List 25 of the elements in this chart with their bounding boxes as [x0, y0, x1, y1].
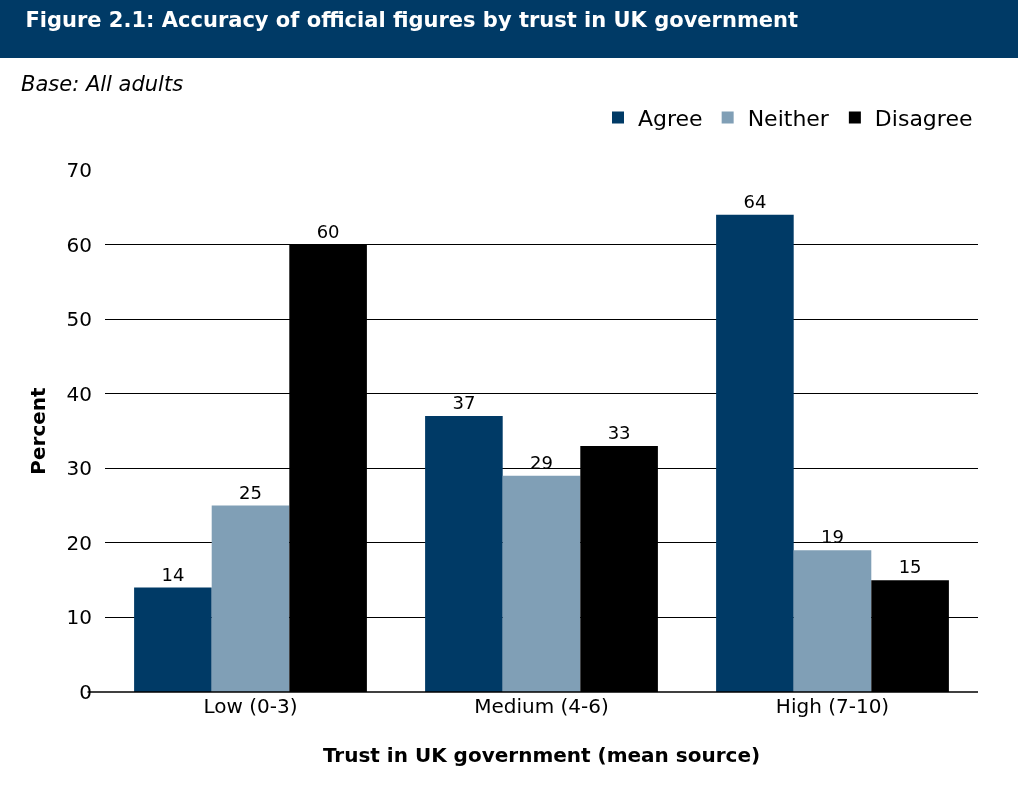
legend-label: Neither [747, 106, 830, 132]
y-tick-label: 40 [66, 381, 92, 406]
x-tick-label: Medium (4-6) [474, 694, 609, 718]
x-axis-title: Trust in UK government (mean source) [322, 742, 761, 767]
y-tick-label: 70 [66, 158, 92, 182]
chart-subtitle: Base: All adults [21, 72, 184, 96]
data-label: 33 [607, 421, 631, 443]
y-tick-label: 20 [66, 530, 92, 555]
y-tick-label: 50 [66, 307, 92, 332]
data-label: 37 [452, 392, 476, 414]
y-tick-label: 10 [66, 605, 92, 630]
y-axis-title: Percent [26, 386, 51, 475]
data-label: 64 [743, 190, 767, 212]
y-tick-label: 0 [79, 680, 92, 704]
data-label: 25 [239, 481, 262, 503]
y-tick-label: 30 [66, 456, 92, 481]
y-tick-label: 60 [66, 232, 92, 257]
data-label: 15 [898, 556, 922, 578]
chart-title: Figure 2.1: Accuracy of official figures by trust in UK government [25, 7, 799, 32]
data-label: 60 [316, 220, 340, 242]
x-tick-label: Low (0-3) [203, 694, 298, 718]
data-label: 14 [161, 563, 185, 585]
legend-label: Agree [638, 106, 703, 132]
legend-label: Disagree [874, 106, 973, 132]
x-tick-label: High (7-10) [775, 694, 890, 718]
